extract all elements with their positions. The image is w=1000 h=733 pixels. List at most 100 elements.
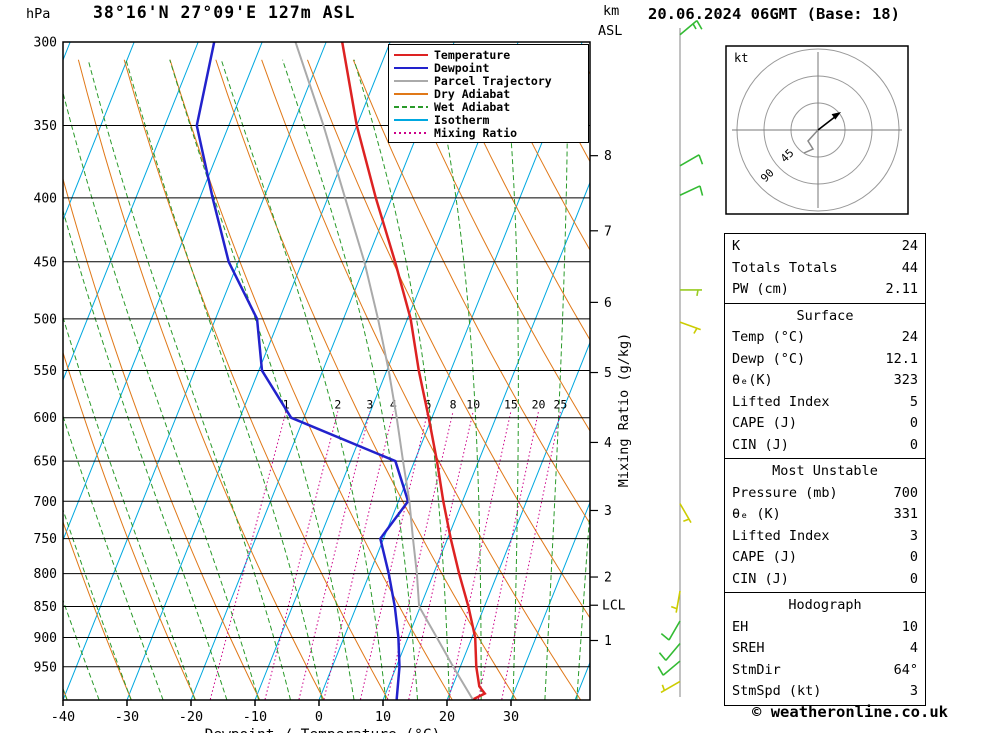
stats-block-header: Surface [796,307,854,324]
wind-barb [680,289,702,296]
wet-adiabat-line [220,59,387,700]
legend-label: Temperature [434,47,511,62]
stats-row: Temp (°C) 24 [725,327,925,349]
stats-key: StmSpd (kt) [732,683,822,699]
stats-row: K 24 [725,236,925,258]
mixing-ratio-value-label: 25 [553,397,567,411]
km-tick-label: 8 [604,149,612,164]
stats-value: 44 [901,259,918,276]
legend-item: Mixing Ratio [393,125,588,140]
stats-value: 331 [893,506,918,522]
mixing-ratio-value-label: 6 [424,397,431,411]
stats-value: 5 [909,393,918,410]
stats-row: StmSpd (kt) 3 [725,681,925,703]
mixing-ratio-line [477,411,540,700]
stats-key: θₑ(K) [732,372,773,388]
legend-label: Parcel Trajectory [434,73,552,88]
mixing-ratio-value-label: 8 [450,397,457,411]
legend-swatch-isotherm [394,118,428,121]
temp-tick-label: -20 [179,709,203,725]
stats-row: CIN (J) 0 [725,569,925,591]
mixing-ratio-value-label: 20 [532,397,546,411]
stats-value: 12.1 [885,350,918,367]
stats-row: θₑ(K) 323 [725,370,925,392]
stats-row: CAPE (J) 0 [725,547,925,569]
pressure-tick-label: 650 [34,455,57,470]
profile-temperature [340,42,487,700]
x-axis-title: Dewpoint / Temperature (°C) [205,727,441,733]
stats-panel: K 24 Totals Totals 44 PW (cm) 2.11 Surface Temp… [724,233,926,706]
dry-adiabat-line [63,520,132,700]
stats-row: Pressure (mb) 700 [725,483,925,505]
wind-barb [657,660,681,676]
wind-barb [660,680,681,694]
stats-block: Surface Temp (°C) 24 Dewp (°C) 12.1 θₑ(K) 323 L… [724,302,926,459]
mixing-ratio-line [323,411,394,700]
km-tick-label: 4 [604,436,612,451]
legend-label: Mixing Ratio [434,125,518,140]
km-tick-label: 3 [604,504,612,519]
dry-adiabat-line [444,59,590,341]
stats-row: Lifted Index 5 [725,392,925,414]
isotherm-line [510,501,590,700]
wet-adiabat-line [63,508,132,700]
wet-adiabat-line [503,59,519,700]
hodograph-trace [803,129,819,154]
stats-value: 24 [901,329,918,345]
stats-row: CAPE (J) 0 [725,413,925,435]
stats-key: CAPE (J) [732,549,798,565]
stats-key: SREH [732,640,765,656]
stats-key: Lifted Index [732,527,830,544]
stats-value: 700 [893,484,918,501]
mixing-ratio-line [448,411,512,700]
km-axis-unit-label: km [603,3,620,19]
wet-adiabat-line [169,59,355,700]
stats-row: Totals Totals 44 [725,258,925,280]
stats-key: PW (cm) [732,281,789,297]
stats-block: Hodograph EH 10 SREH 4 StmDir 64° StmSpd (kt) 3 [724,592,926,706]
mixing-ratio-line [501,411,561,700]
stats-key: Temp (°C) [732,329,806,345]
stats-row: CIN (J) 0 [725,435,925,457]
legend-item: Temperature [393,47,588,62]
legend-swatch-temperature [394,53,428,56]
stats-key: Pressure (mb) [732,484,838,501]
pressure-tick-label: 950 [34,660,57,675]
isotherm-line [63,42,135,222]
pressure-tick-label: 700 [34,495,57,510]
temp-tick-label: 30 [503,709,519,725]
wet-adiabat-line [430,59,482,700]
stats-key: Lifted Index [732,393,830,410]
pressure-tick-label: 800 [34,567,57,582]
wet-adiabat-line [282,59,419,700]
km-tick-label: 5 [604,366,612,381]
legend-label: Dry Adiabat [434,86,511,101]
km-tick-label: 1 [604,634,612,649]
km-tick-label: 7 [604,224,612,239]
stats-key: StmDir [732,661,781,678]
stats-row: Dewp (°C) 12.1 [725,349,925,371]
legend: Temperature Dewpoint Parcel Trajectory Dry … [388,44,589,143]
mixing-ratio-line [298,411,371,700]
dry-adiabat-line [490,59,590,252]
stats-value: 3 [909,527,918,544]
legend-swatch-dewpoint [394,66,428,69]
stats-row: EH 10 [725,617,925,639]
legend-swatch-mixing-ratio [394,131,428,134]
wind-barb [658,642,681,661]
wind-barb [679,321,701,334]
mixing-ratio-axis-title: Mixing Ratio (g/kg) [616,333,632,487]
legend-item: Wet Adiabat [393,100,588,114]
legend-swatch-dry-adiabat [394,92,428,95]
wind-barb [679,185,704,196]
stats-row: StmDir 64° [725,660,925,682]
stats-value: 0 [909,436,918,453]
stats-row: PW (cm) 2.11 [725,279,925,301]
wet-adiabat-line [576,503,590,700]
stats-row: Lifted Index 3 [725,526,925,548]
stats-value: 323 [893,372,918,388]
pressure-tick-label: 300 [34,36,57,51]
stats-value: 0 [909,570,918,587]
